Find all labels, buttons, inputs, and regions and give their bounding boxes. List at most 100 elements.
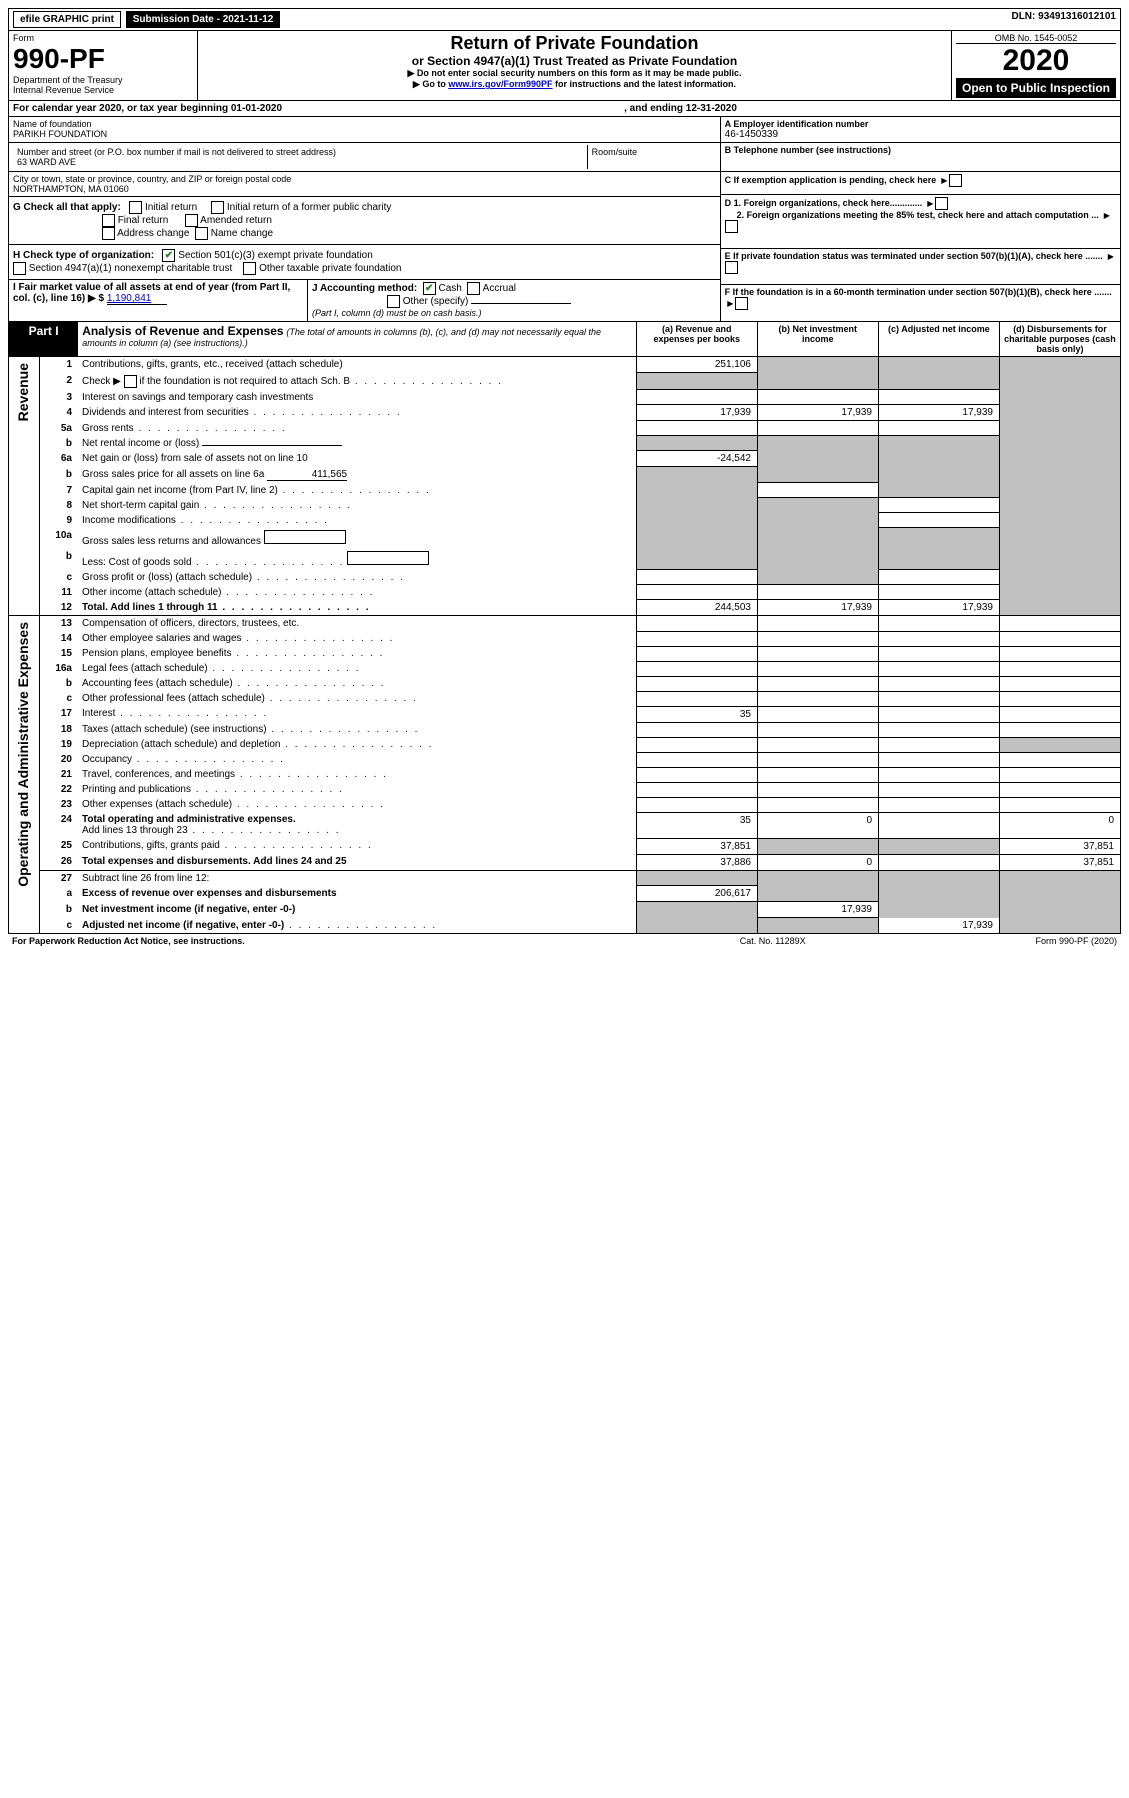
form990pf-link[interactable]: www.irs.gov/Form990PF (448, 79, 552, 89)
expenses-section-label: Operating and Administrative Expenses (13, 618, 33, 891)
table-row: c Adjusted net income (if negative, ente… (9, 918, 1121, 934)
4947-checkbox[interactable] (13, 262, 26, 275)
room-label: Room/suite (587, 145, 716, 169)
other-method-label: Other (specify) (403, 296, 469, 307)
initial-return-label: Initial return (145, 202, 197, 213)
footer-row: For Paperwork Reduction Act Notice, see … (8, 934, 1121, 948)
address-change-label: Address change (117, 228, 189, 239)
col-d-header: (d) Disbursements for charitable purpose… (999, 322, 1120, 357)
table-row: a Excess of revenue over expenses and di… (9, 886, 1121, 902)
e-checkbox[interactable] (725, 261, 738, 274)
revenue-section-label: Revenue (13, 359, 33, 425)
table-row: 4 Dividends and interest from securities… (9, 405, 1121, 421)
col-b-header: (b) Net investment income (757, 322, 878, 357)
table-row: 7 Capital gain net income (from Part IV,… (9, 483, 1121, 498)
table-row: 12 Total. Add lines 1 through 11 244,503… (9, 600, 1121, 616)
table-row: cOther professional fees (attach schedul… (9, 691, 1121, 706)
initial-return-checkbox[interactable] (129, 201, 142, 214)
final-return-label: Final return (118, 215, 169, 226)
cal-begin: For calendar year 2020, or tax year begi… (9, 101, 621, 117)
other-method-checkbox[interactable] (387, 295, 400, 308)
e-label: E If private foundation status was termi… (725, 251, 1103, 261)
accrual-label: Accrual (483, 283, 516, 294)
d2-checkbox[interactable] (725, 220, 738, 233)
table-row: Operating and Administrative Expenses 13… (9, 616, 1121, 632)
addr-label: Number and street (or P.O. box number if… (17, 147, 583, 157)
form-number: 990-PF (13, 43, 193, 75)
d1-label: D 1. Foreign organizations, check here..… (725, 198, 923, 208)
c-checkbox[interactable] (949, 174, 962, 187)
form-word: Form (13, 33, 193, 43)
form-header: Form 990-PF Department of the Treasury I… (8, 31, 1121, 101)
form-subtitle: or Section 4947(a)(1) Trust Treated as P… (202, 54, 947, 68)
efile-label: efile (20, 14, 40, 25)
foundation-name: PARIKH FOUNDATION (13, 129, 716, 139)
table-row: 16aLegal fees (attach schedule) (9, 661, 1121, 676)
table-row: 25 Contributions, gifts, grants paid 37,… (9, 838, 1121, 854)
table-row: 11 Other income (attach schedule) (9, 585, 1121, 600)
part1-title: Analysis of Revenue and Expenses (82, 324, 283, 338)
name-change-label: Name change (211, 228, 273, 239)
cat-no: Cat. No. 11289X (671, 934, 874, 948)
col-c-header: (c) Adjusted net income (878, 322, 999, 357)
table-row: 26 Total expenses and disbursements. Add… (9, 854, 1121, 870)
fmv-link[interactable]: 1,190,841 (107, 293, 167, 305)
j-label: J Accounting method: (312, 283, 417, 294)
table-row: 22Printing and publications (9, 782, 1121, 797)
line-desc: Contributions, gifts, grants, etc., rece… (78, 357, 637, 373)
table-row: bAccounting fees (attach schedule) (9, 676, 1121, 691)
print-label: print (92, 14, 114, 25)
address-change-checkbox[interactable] (102, 227, 115, 240)
d2-label: 2. Foreign organizations meeting the 85%… (725, 210, 1099, 220)
form-note1: ▶ Do not enter social security numbers o… (202, 68, 947, 79)
final-return-checkbox[interactable] (102, 214, 115, 227)
dept-label: Department of the Treasury (13, 75, 193, 85)
open-public-label: Open to Public Inspection (956, 78, 1116, 98)
cal-end: , and ending 12-31-2020 (620, 101, 1120, 117)
amended-return-checkbox[interactable] (185, 214, 198, 227)
g-label: G Check all that apply: (13, 202, 121, 213)
submission-date-button[interactable]: Submission Date - 2021-11-12 (126, 11, 281, 28)
table-row: 20Occupancy (9, 752, 1121, 767)
amended-return-label: Amended return (200, 215, 272, 226)
cell-a: 251,106 (637, 357, 758, 373)
ein-value: 46-1450339 (725, 129, 1116, 140)
form-footer: Form 990-PF (2020) (874, 934, 1121, 948)
f-label: F If the foundation is in a 60-month ter… (725, 287, 1112, 297)
name-change-checkbox[interactable] (195, 227, 208, 240)
4947-label: Section 4947(a)(1) nonexempt charitable … (29, 263, 232, 274)
efile-button[interactable]: efile GRAPHIC print (13, 11, 121, 28)
table-row: b Gross sales price for all assets on li… (9, 467, 1121, 483)
table-row: b Net rental income or (loss) (9, 436, 1121, 451)
cash-checkbox[interactable] (423, 282, 436, 295)
calendar-year-row: For calendar year 2020, or tax year begi… (8, 101, 1121, 117)
table-row: 5a Gross rents (9, 421, 1121, 436)
form-note2: ▶ Go to www.irs.gov/Form990PF for instru… (202, 79, 947, 90)
table-row: Revenue 1 Contributions, gifts, grants, … (9, 357, 1121, 373)
table-row: c Gross profit or (loss) (attach schedul… (9, 570, 1121, 585)
form-title: Return of Private Foundation (202, 33, 947, 54)
h-label: H Check type of organization: (13, 250, 154, 261)
part1-header: Part I Analysis of Revenue and Expenses … (8, 322, 1121, 357)
table-row: b Less: Cost of goods sold (9, 549, 1121, 570)
table-row: 21Travel, conferences, and meetings (9, 767, 1121, 782)
table-row: 3 Interest on savings and temporary cash… (9, 390, 1121, 405)
other-taxable-label: Other taxable private foundation (259, 263, 401, 274)
other-taxable-checkbox[interactable] (243, 262, 256, 275)
table-row: 9 Income modifications (9, 513, 1121, 528)
table-row: 6a Net gain or (loss) from sale of asset… (9, 451, 1121, 467)
table-row: 18Taxes (attach schedule) (see instructi… (9, 722, 1121, 737)
f-checkbox[interactable] (735, 297, 748, 310)
tax-year: 2020 (956, 44, 1116, 78)
accrual-checkbox[interactable] (467, 282, 480, 295)
dln-label: DLN: 93491316012101 (565, 9, 1121, 31)
table-row: 19Depreciation (attach schedule) and dep… (9, 737, 1121, 752)
501c3-label: Section 501(c)(3) exempt private foundat… (178, 250, 373, 261)
top-button-bar: efile GRAPHIC print Submission Date - 20… (8, 8, 1121, 31)
501c3-checkbox[interactable] (162, 249, 175, 262)
initial-former-checkbox[interactable] (211, 201, 224, 214)
table-row: 10a Gross sales less returns and allowan… (9, 528, 1121, 549)
d1-checkbox[interactable] (935, 197, 948, 210)
schb-checkbox[interactable] (124, 375, 137, 388)
c-label: C If exemption application is pending, c… (725, 175, 937, 185)
